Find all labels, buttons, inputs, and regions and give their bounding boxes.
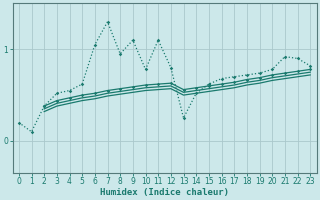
X-axis label: Humidex (Indice chaleur): Humidex (Indice chaleur) — [100, 188, 229, 197]
